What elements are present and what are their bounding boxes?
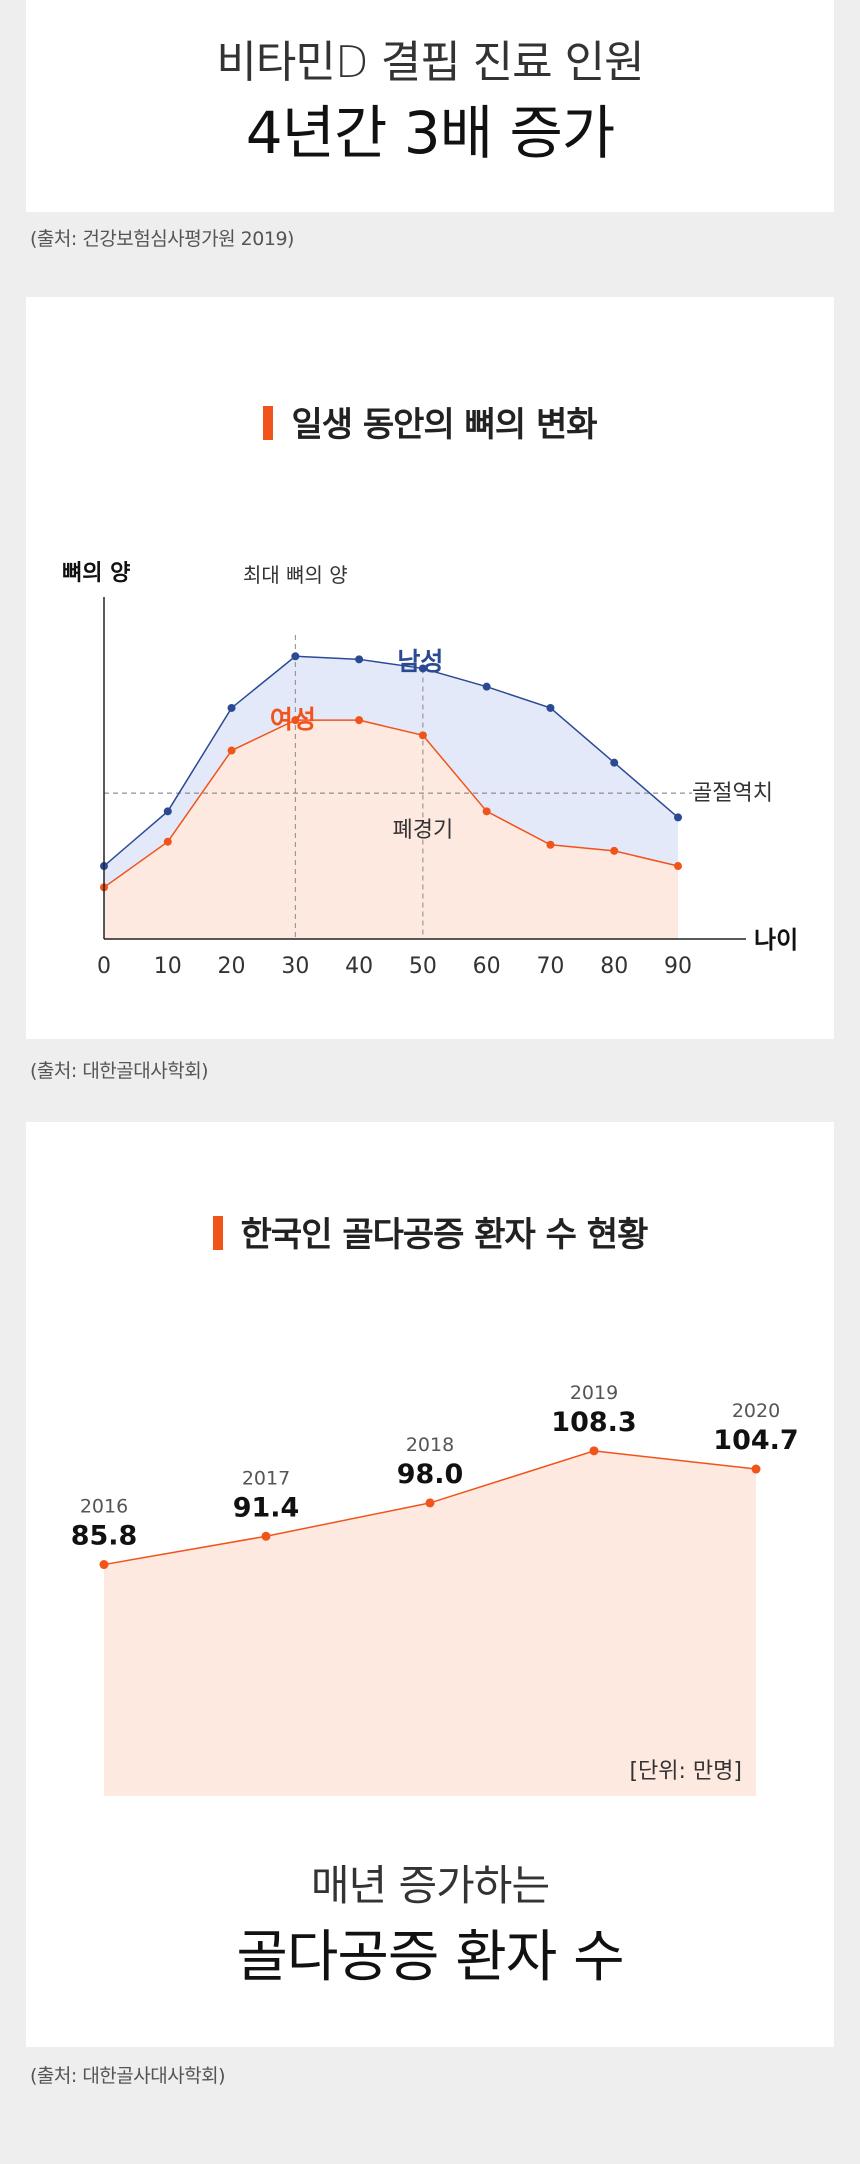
value-label: 104.7	[713, 1425, 798, 1456]
female-point-40	[355, 716, 364, 725]
male-point-60	[482, 682, 491, 691]
male-point-70	[546, 703, 555, 712]
male-series-line	[103, 655, 679, 867]
female-point-30	[291, 716, 300, 725]
male-point-90	[674, 813, 682, 822]
year-label: 2020	[732, 1400, 780, 1422]
patients-point-2017	[261, 1531, 271, 1541]
patients-point-2020	[751, 1464, 761, 1474]
male-point-10	[163, 807, 172, 816]
year-label: 2017	[242, 1467, 290, 1489]
bone-chart-title-text: 일생 동안의 뼈의 변화	[291, 405, 597, 445]
x-tick-label: 0	[97, 954, 111, 979]
title-accent-bar	[212, 1216, 223, 1250]
headline-line1: 비타민D 결핍 진료 인원	[216, 37, 644, 88]
headline-card: 비타민D 결핍 진료 인원 4년간 3배 증가	[26, 0, 834, 212]
osteoporosis-chart-title: 한국인 골다공증 환자 수 현황	[26, 1207, 834, 1256]
female-point-50	[418, 731, 427, 740]
male-point-30	[291, 652, 300, 661]
osteoporosis-chart: 2016 85.8 2017 91.4 2018 98.0 2019 108.3 2020 104…	[71, 1382, 799, 1796]
male-legend-label: 남성	[397, 647, 443, 676]
year-label: 2018	[406, 1434, 454, 1456]
female-point-10	[163, 837, 172, 846]
headline-line2: 4년간 3배 증가	[245, 99, 615, 167]
value-label: 85.8	[71, 1521, 138, 1552]
patients-point-2016	[99, 1560, 109, 1570]
x-tick-label: 80	[600, 954, 628, 979]
female-point-80	[610, 846, 619, 855]
female-series-line	[103, 719, 679, 888]
male-point-80	[610, 758, 619, 767]
source-note: (출처: 건강보험심사평가원 2019)	[30, 228, 294, 250]
bone-chart-title: 일생 동안의 뼈의 변화	[26, 397, 834, 446]
female-point-60	[482, 807, 491, 816]
x-tick-label: 10	[154, 954, 182, 979]
footer-line1: 매년 증가하는	[310, 1861, 550, 1910]
osteoporosis-chart-title-text: 한국인 골다공증 환자 수 현황	[240, 1215, 649, 1255]
male-point-50	[418, 664, 427, 673]
fracture-threshold-label: 골절역치	[692, 781, 773, 806]
x-axis-label: 나이	[754, 926, 798, 954]
y-axis-label: 뼈의 양	[62, 561, 130, 586]
peak-label: 최대 뼈의 양	[243, 563, 348, 587]
source-note: (출처: 대한골사대사학회)	[30, 2065, 226, 2087]
female-point-90	[674, 862, 682, 871]
female-point-70	[546, 840, 555, 849]
value-label: 108.3	[551, 1407, 636, 1438]
osteoporosis-chart-card: 한국인 골다공증 환자 수 현황 2016 85.8 2017 91.4 2018 98.…	[26, 1122, 834, 2047]
x-tick-label: 40	[345, 954, 373, 979]
source-note: (출처: 대한골대사학회)	[30, 1060, 209, 1082]
menopause-label: 폐경기	[393, 818, 454, 843]
female-legend-label: 여성	[270, 705, 316, 734]
female-point-20	[227, 746, 236, 755]
year-label: 2019	[570, 1382, 618, 1404]
female-area	[104, 720, 678, 939]
footer-line2: 골다공증 환자 수	[236, 1925, 624, 1990]
unit-label: [단위: 만명]	[629, 1759, 742, 1784]
x-tick-label: 60	[473, 954, 501, 979]
year-label: 2016	[80, 1496, 128, 1518]
x-tick-label: 30	[281, 954, 309, 979]
x-tick-label: 90	[664, 954, 692, 979]
male-point-20	[227, 703, 236, 712]
value-label: 98.0	[397, 1459, 464, 1490]
x-tick-label: 20	[218, 954, 246, 979]
x-tick-label: 70	[536, 954, 564, 979]
x-tick-label: 50	[409, 954, 437, 979]
male-point-40	[355, 655, 364, 664]
patients-point-2019	[589, 1446, 599, 1456]
title-accent-bar	[263, 406, 274, 440]
value-label: 91.4	[233, 1492, 300, 1523]
patients-point-2018	[425, 1498, 435, 1508]
